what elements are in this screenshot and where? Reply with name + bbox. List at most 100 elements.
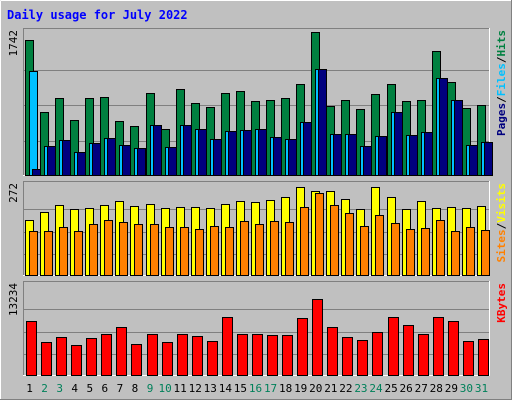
bar-pages-day-15: [243, 130, 252, 176]
x-tick-label-day-10: 10: [158, 382, 171, 395]
x-tick-label-day-20: 20: [309, 382, 322, 395]
legend-hits-files-pages: Pages/Files/Hits: [495, 30, 508, 136]
x-tick-label-day-14: 14: [219, 382, 233, 395]
x-tick-label-day-3: 3: [56, 382, 63, 395]
bar-kbytes-day-28: [433, 317, 444, 376]
bar-kbytes-day-16: [252, 334, 263, 376]
bar-kbytes-day-15: [237, 334, 248, 376]
x-tick-label-day-4: 4: [71, 382, 78, 395]
bar-sites-day-29: [451, 231, 460, 276]
bar-kbytes-day-14: [222, 317, 233, 376]
legend-entry-pages: Pages: [495, 103, 508, 136]
bar-kbytes-day-22: [342, 337, 353, 376]
legend-separator: /: [495, 56, 508, 63]
x-tick-label-day-26: 26: [400, 382, 413, 395]
bar-kbytes-day-30: [463, 341, 474, 376]
bar-kbytes-day-31: [478, 339, 489, 376]
bar-sites-day-27: [421, 228, 430, 276]
bar-pages-day-23: [363, 146, 372, 176]
bar-pages-day-14: [228, 131, 237, 176]
x-tick-label-day-17: 17: [264, 382, 277, 395]
bar-sites-day-11: [180, 227, 189, 276]
bar-pages-day-26: [409, 135, 418, 176]
panel-kbytes: 13234 KBytes: [7, 281, 508, 376]
bar-sites-day-23: [360, 226, 369, 276]
bar-kbytes-day-2: [41, 342, 52, 376]
x-tick-label-day-24: 24: [369, 382, 383, 395]
bar-sites-day-9: [150, 224, 159, 276]
bar-pages-day-11: [183, 125, 192, 176]
bar-sites-day-4: [74, 231, 83, 276]
bar-kbytes-day-17: [267, 335, 278, 376]
bar-kbytes-day-27: [418, 334, 429, 376]
x-tick-label-day-29: 29: [445, 382, 458, 395]
bar-files-day-1: [29, 71, 38, 176]
bar-kbytes-day-24: [372, 332, 383, 376]
panels-layer: 1742Pages/Files/Hits272Sites/Visits13234…: [7, 28, 508, 376]
bar-sites-day-15: [240, 221, 249, 276]
legend-separator: /: [495, 96, 508, 103]
bar-sites-day-16: [255, 224, 264, 276]
bar-pages-day-7: [122, 145, 131, 176]
bar-sites-day-17: [270, 221, 279, 276]
x-tick-label-day-22: 22: [339, 382, 352, 395]
bar-sites-day-5: [89, 224, 98, 276]
bar-sites-day-20: [315, 193, 324, 276]
bar-pages-day-28: [439, 78, 448, 176]
bar-kbytes-day-1: [26, 321, 37, 376]
bar-sites-day-25: [391, 223, 400, 276]
bar-pages-day-4: [77, 152, 86, 176]
x-tick-label-day-6: 6: [102, 382, 109, 395]
bar-sites-day-24: [375, 215, 384, 276]
x-tick-label-day-12: 12: [189, 382, 202, 395]
bar-pages-day-5: [92, 143, 101, 176]
bar-kbytes-day-21: [327, 327, 338, 376]
bar-pages-day-8: [137, 148, 146, 176]
bar-pages-day-10: [168, 147, 177, 176]
bar-sites-day-13: [210, 226, 219, 276]
bar-kbytes-day-25: [388, 317, 399, 376]
bar-pages-day-22: [348, 134, 357, 176]
x-tick-label-day-1: 1: [26, 382, 33, 395]
bar-pages-day-12: [198, 129, 207, 176]
legend-entry-visits: Visits: [495, 183, 508, 223]
bar-pages-day-18: [288, 139, 297, 176]
bar-pages-day-1: [32, 169, 41, 176]
bar-kbytes-day-8: [131, 344, 142, 376]
bar-pages-day-19: [303, 122, 312, 176]
x-tick-label-day-18: 18: [279, 382, 292, 395]
bar-sites-day-18: [285, 222, 294, 276]
bar-sites-day-2: [44, 231, 53, 276]
bar-kbytes-day-19: [297, 318, 308, 376]
bar-pages-day-16: [258, 129, 267, 176]
bar-pages-day-17: [273, 137, 282, 176]
x-tick-label-day-8: 8: [132, 382, 139, 395]
bar-pages-day-21: [333, 134, 342, 176]
bar-pages-day-2: [47, 146, 56, 176]
x-tick-label-day-2: 2: [41, 382, 48, 395]
bar-kbytes-day-7: [116, 327, 127, 376]
bar-kbytes-day-4: [71, 345, 82, 376]
x-axis-labels: 1 2 3 4 5 6 7 8 9 10 11 12 13 14 15 16 17 18 19 20 21 22 23 24 2…: [26, 382, 488, 395]
x-tick-label-day-25: 25: [384, 382, 397, 395]
bar-kbytes-day-12: [192, 336, 203, 376]
x-tick-label-day-13: 13: [204, 382, 217, 395]
x-tick-label-day-5: 5: [86, 382, 93, 395]
bar-kbytes-day-20: [312, 299, 323, 376]
bar-sites-day-21: [330, 205, 339, 276]
y-max-label: 13234: [7, 283, 20, 316]
bar-sites-day-1: [29, 231, 38, 276]
bar-kbytes-day-11: [177, 334, 188, 376]
x-tick-label-day-7: 7: [117, 382, 124, 395]
bar-pages-day-3: [62, 140, 71, 176]
legend-kbytes: KBytes: [495, 283, 508, 323]
bar-pages-day-31: [484, 142, 493, 176]
x-tick-label-day-9: 9: [147, 382, 154, 395]
x-tick-label-day-21: 21: [324, 382, 337, 395]
bar-sites-day-6: [104, 220, 113, 276]
panel-visits-sites: 272 Sites/Visits: [7, 181, 508, 276]
x-tick-label-day-31: 31: [475, 382, 488, 395]
legend-entry-hits: Hits: [495, 30, 508, 57]
